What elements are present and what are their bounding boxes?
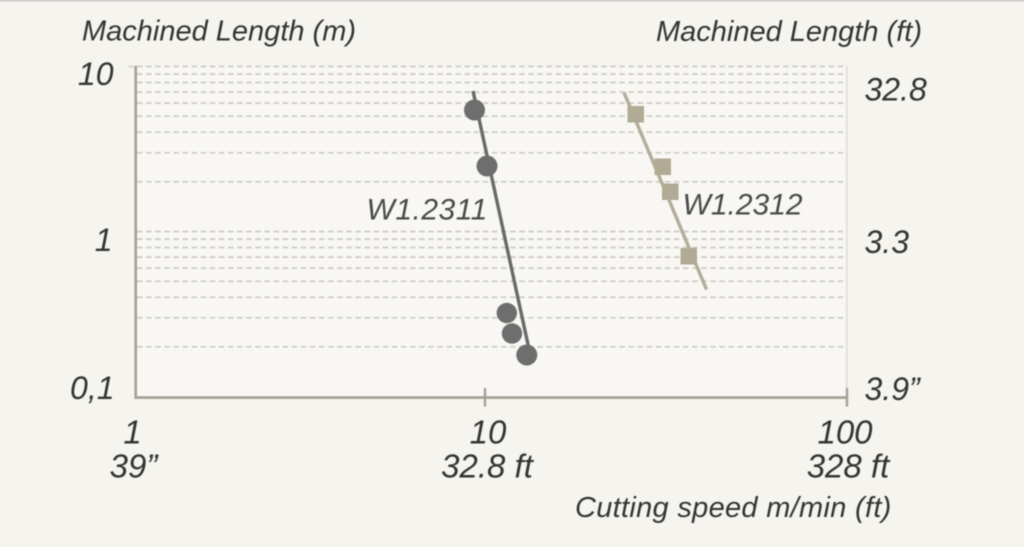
svg-text:0,1: 0,1 [70,370,114,406]
svg-text:32.8: 32.8 [865,71,927,107]
svg-text:Machined Length (m): Machined Length (m) [82,15,356,47]
svg-text:W1.2312: W1.2312 [683,189,803,222]
svg-text:3.3: 3.3 [865,224,910,260]
svg-text:Cutting speed m/min (ft): Cutting speed m/min (ft) [575,492,892,524]
svg-text:328 ft: 328 ft [807,448,891,485]
svg-text:1: 1 [95,222,113,258]
svg-text:Machined Length (ft): Machined Length (ft) [656,16,922,48]
svg-text:10: 10 [470,414,507,451]
svg-text:100: 100 [817,414,873,451]
svg-text:39”: 39” [110,448,160,485]
svg-text:32.8 ft: 32.8 ft [441,448,535,485]
svg-text:1: 1 [123,414,141,451]
svg-text:W1.2311: W1.2311 [367,194,488,227]
svg-text:10: 10 [78,56,114,92]
svg-text:3.9”: 3.9” [865,371,921,407]
